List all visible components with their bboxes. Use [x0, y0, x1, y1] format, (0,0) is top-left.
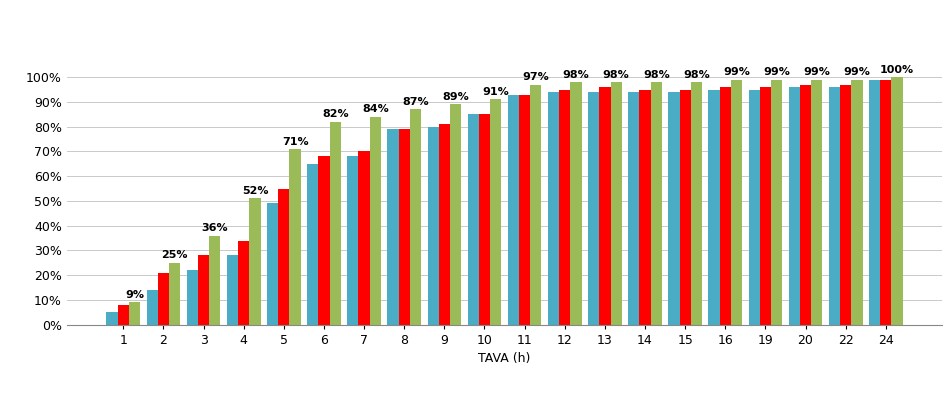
- Bar: [329, 122, 341, 325]
- Bar: [788, 87, 800, 325]
- Bar: [158, 273, 169, 325]
- Bar: [559, 89, 570, 325]
- Bar: [691, 82, 702, 325]
- Bar: [467, 114, 479, 325]
- Bar: [650, 82, 662, 325]
- Bar: [439, 124, 450, 325]
- Text: 97%: 97%: [523, 72, 549, 82]
- Bar: [359, 152, 369, 325]
- Bar: [369, 117, 381, 325]
- Bar: [387, 129, 399, 325]
- Bar: [238, 240, 249, 325]
- Text: 98%: 98%: [563, 70, 589, 80]
- Bar: [588, 92, 599, 325]
- Bar: [427, 127, 439, 325]
- Bar: [519, 95, 530, 325]
- Bar: [628, 92, 640, 325]
- Text: 25%: 25%: [162, 250, 188, 261]
- Bar: [869, 80, 881, 325]
- Bar: [680, 89, 691, 325]
- Bar: [891, 77, 902, 325]
- Bar: [289, 149, 301, 325]
- Bar: [800, 85, 811, 325]
- Bar: [731, 80, 743, 325]
- Bar: [399, 129, 410, 325]
- Bar: [129, 303, 140, 325]
- X-axis label: TAVA (h): TAVA (h): [478, 352, 531, 365]
- Text: 9%: 9%: [125, 290, 144, 300]
- Text: 84%: 84%: [362, 104, 388, 114]
- Bar: [811, 80, 823, 325]
- Text: 99%: 99%: [724, 67, 750, 77]
- Bar: [307, 164, 318, 325]
- Bar: [347, 156, 359, 325]
- Bar: [227, 255, 238, 325]
- Bar: [147, 290, 158, 325]
- Text: 71%: 71%: [282, 137, 308, 147]
- Bar: [267, 204, 278, 325]
- Bar: [708, 89, 720, 325]
- Bar: [548, 92, 559, 325]
- Bar: [829, 87, 840, 325]
- Bar: [610, 82, 622, 325]
- Bar: [107, 312, 118, 325]
- Text: 98%: 98%: [643, 70, 669, 80]
- Text: 89%: 89%: [443, 92, 469, 102]
- Text: 91%: 91%: [483, 87, 509, 97]
- Bar: [169, 263, 180, 325]
- Bar: [570, 82, 582, 325]
- Bar: [249, 198, 261, 325]
- Bar: [851, 80, 863, 325]
- Bar: [760, 87, 771, 325]
- Bar: [198, 255, 209, 325]
- Text: 52%: 52%: [242, 186, 268, 196]
- Text: 82%: 82%: [322, 109, 348, 119]
- Bar: [118, 305, 129, 325]
- Text: 87%: 87%: [402, 97, 428, 107]
- Text: 36%: 36%: [202, 223, 228, 233]
- Text: 99%: 99%: [803, 67, 830, 77]
- Bar: [187, 270, 198, 325]
- Text: 98%: 98%: [683, 70, 710, 80]
- Text: 99%: 99%: [843, 67, 870, 77]
- Bar: [278, 188, 289, 325]
- Text: 98%: 98%: [603, 70, 629, 80]
- Bar: [410, 109, 421, 325]
- Bar: [640, 89, 650, 325]
- Bar: [479, 114, 490, 325]
- Text: 99%: 99%: [764, 67, 790, 77]
- Bar: [318, 156, 329, 325]
- Bar: [840, 85, 851, 325]
- Bar: [599, 87, 610, 325]
- Bar: [490, 99, 502, 325]
- Bar: [507, 95, 519, 325]
- Bar: [881, 80, 891, 325]
- Text: 100%: 100%: [880, 65, 914, 75]
- Bar: [209, 236, 221, 325]
- Bar: [748, 89, 760, 325]
- Bar: [771, 80, 783, 325]
- Bar: [530, 85, 542, 325]
- Bar: [720, 87, 731, 325]
- Bar: [450, 105, 461, 325]
- Bar: [668, 92, 680, 325]
